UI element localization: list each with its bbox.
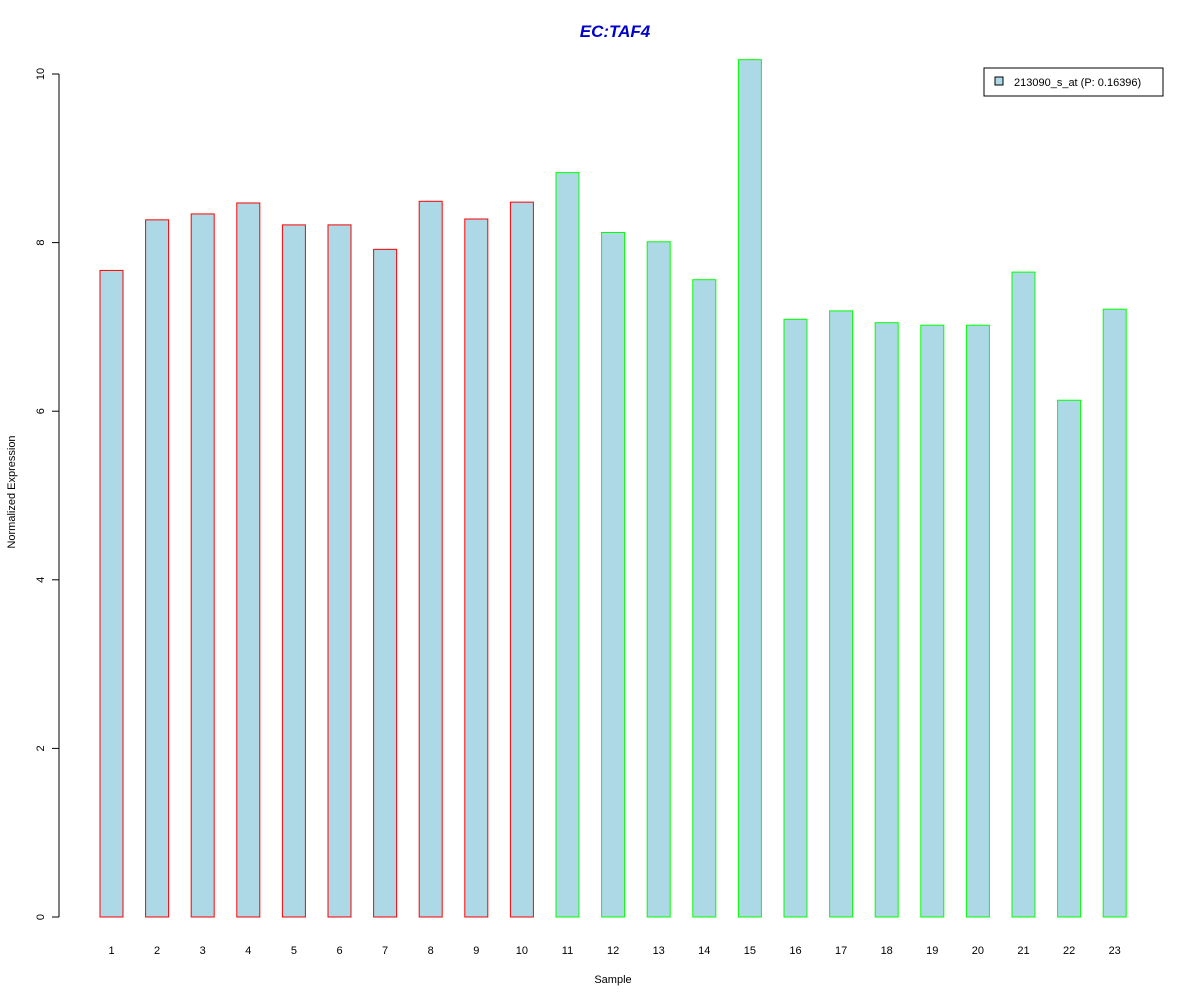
x-tick-label: 10: [516, 945, 528, 957]
chart-title: EC:TAF4: [580, 22, 651, 41]
x-tick-label: 11: [562, 945, 573, 957]
bar-sample-19: [920, 324, 945, 918]
x-tick-label: 20: [972, 945, 984, 957]
bar-sample-17: [829, 310, 854, 918]
bar-sample-5: [281, 224, 306, 918]
legend: 213090_s_at (P: 0.16396): [983, 67, 1164, 97]
bar-sample-21: [1011, 271, 1036, 918]
y-tick-label: 8: [35, 240, 47, 246]
y-axis-label: Normalized Expression: [6, 435, 18, 548]
legend-box: [983, 67, 1164, 97]
bar-sample-9: [464, 218, 489, 918]
y-tick-label: 6: [35, 408, 47, 414]
bar-sample-15: [737, 59, 762, 918]
x-tick-label: 6: [336, 945, 342, 957]
x-tick-label: 15: [744, 945, 756, 957]
bar-sample-7: [373, 248, 398, 918]
bar-sample-11: [555, 172, 580, 918]
x-tick-label: 5: [291, 945, 297, 957]
x-tick-label: 22: [1063, 945, 1075, 957]
bar-sample-4: [236, 202, 261, 918]
bar-sample-13: [646, 241, 671, 918]
x-tick-label: 13: [653, 945, 665, 957]
x-tick-label: 3: [200, 945, 206, 957]
bar-sample-16: [783, 318, 808, 918]
bar-sample-12: [601, 231, 626, 918]
bar-sample-2: [145, 219, 170, 918]
x-tick-label: 21: [1017, 945, 1029, 957]
x-tick-label: 19: [926, 945, 938, 957]
x-tick-label: 2: [154, 945, 160, 957]
x-tick-label: 7: [382, 945, 388, 957]
bar-sample-14: [692, 279, 717, 918]
y-tick-label: 2: [35, 745, 47, 751]
x-tick-label: 8: [428, 945, 434, 957]
y-tick-label: 4: [35, 577, 47, 583]
bar-sample-3: [190, 213, 215, 918]
x-tick-label: 1: [108, 945, 114, 957]
x-tick-label: 16: [789, 945, 801, 957]
x-tick-label: 4: [245, 945, 251, 957]
bar-sample-20: [965, 324, 990, 918]
y-tick-label: 0: [35, 914, 47, 920]
bar-sample-18: [874, 322, 899, 918]
bar-sample-22: [1057, 399, 1082, 918]
legend-swatch: [994, 76, 1004, 86]
bars-group: [99, 59, 1127, 918]
bar-sample-8: [418, 200, 443, 918]
bar-sample-6: [327, 224, 352, 918]
bar-sample-1: [99, 269, 124, 918]
bar-sample-23: [1102, 308, 1127, 918]
bar-sample-10: [509, 201, 534, 918]
x-tick-label: 12: [607, 945, 619, 957]
legend-entry: 213090_s_at (P: 0.16396): [1014, 77, 1141, 89]
y-axis: 0 2 4 6 8 10: [35, 68, 60, 920]
x-tick-label: 9: [473, 945, 479, 957]
x-tick-label: 17: [835, 945, 847, 957]
x-tick-label: 23: [1109, 945, 1121, 957]
x-tick-label: 18: [881, 945, 893, 957]
x-axis-label: Sample: [594, 974, 631, 986]
x-tick-labels: 1 2 3 4 5 6 7 8 9 10 11 12 13 14 15 16 17 18 19 20 21 22 23: [108, 945, 1120, 957]
y-tick-label: 10: [35, 68, 47, 80]
x-tick-label: 14: [698, 945, 710, 957]
